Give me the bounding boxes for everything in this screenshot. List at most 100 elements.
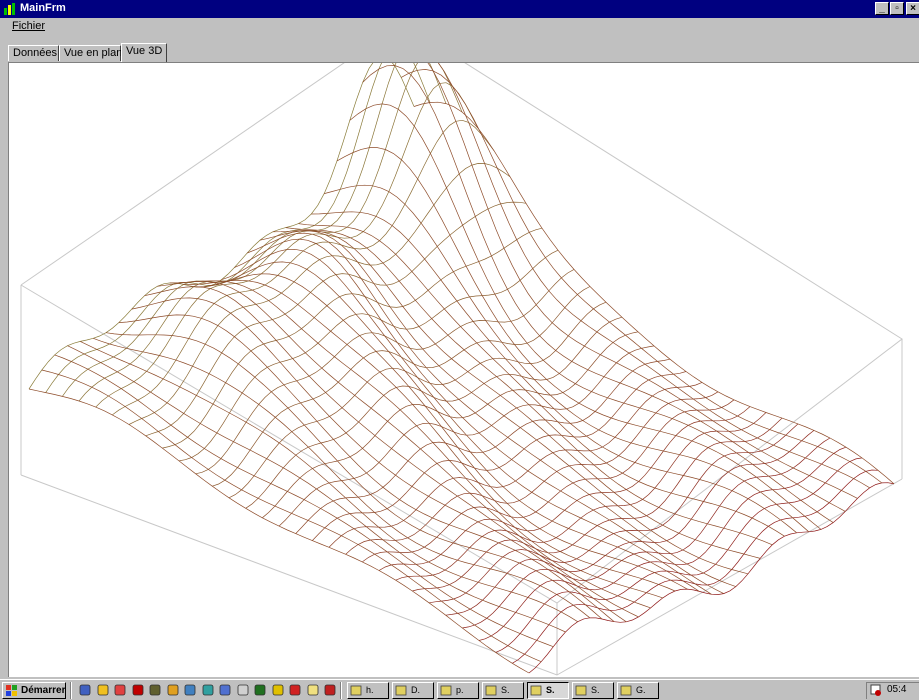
- task-button[interactable]: h.: [347, 682, 389, 699]
- folder-icon: [485, 685, 497, 696]
- mesh-line: [80, 341, 578, 622]
- task-label: G.: [636, 685, 646, 695]
- window-title: MainFrm: [20, 2, 66, 14]
- mesh-line: [54, 354, 554, 648]
- start-button[interactable]: Démarrer: [2, 682, 66, 699]
- tool-icon: [575, 685, 587, 696]
- app-icon: [395, 685, 407, 696]
- terrain-mesh[interactable]: [9, 63, 919, 677]
- mesh-line: [67, 345, 566, 633]
- start-label: Démarrer: [21, 685, 66, 696]
- task-label: S.: [591, 685, 600, 695]
- mesh-line: [28, 388, 530, 674]
- scheduler-icon[interactable]: [870, 684, 882, 696]
- apple-icon[interactable]: [288, 683, 302, 697]
- mesh-line: [105, 332, 603, 620]
- task-label: h.: [366, 685, 374, 695]
- red-cross-icon[interactable]: [131, 683, 145, 697]
- close-button[interactable]: ×: [906, 2, 919, 15]
- brush-icon[interactable]: [113, 683, 127, 697]
- mesh-line: [437, 63, 870, 489]
- document-icon: [350, 685, 362, 696]
- title-bar: MainFrm _ ▫ ×: [0, 0, 919, 18]
- mesh-line: [528, 482, 895, 674]
- bounding-box: [20, 63, 903, 676]
- mesh-line: [118, 314, 615, 622]
- task-button[interactable]: p.: [437, 682, 479, 699]
- task-button[interactable]: D.: [392, 682, 434, 699]
- mesh-line: [170, 280, 663, 599]
- taskbar-separator: [340, 682, 342, 699]
- task-label: S.: [546, 685, 555, 695]
- tab-donnees[interactable]: Données: [8, 45, 59, 61]
- taskbar-separator: [70, 682, 72, 699]
- taskbar: Démarrer h. D. p. S. S. S. G. 05:4: [0, 679, 919, 700]
- mesh-line: [401, 69, 883, 484]
- mesh-line: [395, 412, 767, 581]
- windows-flag-icon: [6, 685, 17, 696]
- pen-icon[interactable]: [78, 683, 92, 697]
- mesh-line: [478, 446, 847, 641]
- task-button[interactable]: G.: [617, 682, 659, 699]
- mesh-line: [378, 406, 751, 571]
- mesh-line: [157, 281, 651, 609]
- mesh-line: [362, 65, 846, 512]
- system-tray: 05:4: [866, 682, 919, 699]
- task-button[interactable]: S.: [527, 682, 569, 699]
- pencil-icon[interactable]: [96, 683, 110, 697]
- chart-icon[interactable]: [183, 683, 197, 697]
- mesh-line: [144, 286, 639, 618]
- mesh-line: [362, 399, 735, 563]
- mesh-lines: [28, 63, 895, 674]
- mesh-line: [95, 82, 479, 408]
- 3d-view-canvas[interactable]: [8, 62, 919, 677]
- mesh-line: [195, 273, 688, 590]
- mesh-line: [427, 63, 858, 499]
- clock: 05:4: [887, 684, 907, 695]
- tab-strip: Données Vue en plan Vue 3D: [0, 40, 919, 62]
- mesh-line: [208, 261, 700, 592]
- network-icon[interactable]: [201, 683, 215, 697]
- menu-fichier[interactable]: Fichier: [12, 20, 46, 32]
- mesh-line: [324, 184, 810, 533]
- mesh-line: [131, 297, 627, 623]
- mesh-line: [413, 101, 895, 485]
- smiley-icon[interactable]: [271, 683, 285, 697]
- mesh-line: [162, 227, 543, 449]
- mesh-line: [272, 230, 761, 559]
- tree-icon[interactable]: [253, 683, 267, 697]
- globe-icon[interactable]: [218, 683, 232, 697]
- tab-vue-en-plan[interactable]: Vue en plan: [59, 45, 122, 61]
- mesh-line: [311, 211, 797, 534]
- task-label: p.: [456, 685, 464, 695]
- mesh-line: [228, 301, 607, 499]
- mesh-line: [298, 223, 785, 537]
- task-label: D.: [411, 685, 420, 695]
- mesh-line: [93, 337, 591, 619]
- app-icon[interactable]: [3, 2, 17, 16]
- mesh-line: [247, 232, 736, 587]
- folder-icon: [440, 685, 452, 696]
- mesh-line: [428, 423, 799, 604]
- mesh-line: [259, 230, 749, 575]
- document-icon[interactable]: [236, 683, 250, 697]
- photo-icon[interactable]: [148, 683, 162, 697]
- minimize-button[interactable]: _: [875, 2, 889, 15]
- folder-icon[interactable]: [306, 683, 320, 697]
- wand-icon[interactable]: [166, 683, 180, 697]
- task-button[interactable]: S.: [482, 682, 524, 699]
- mesh-line: [349, 103, 834, 523]
- mesh-line: [41, 369, 542, 663]
- maximize-button[interactable]: ▫: [890, 2, 904, 15]
- app-icon: [530, 685, 542, 696]
- mesh-line: [336, 147, 822, 530]
- mesh-line: [234, 238, 724, 594]
- record-icon[interactable]: [323, 683, 337, 697]
- tab-vue-3d[interactable]: Vue 3D: [121, 43, 167, 62]
- task-label: S.: [501, 685, 510, 695]
- mesh-line: [28, 63, 415, 390]
- mesh-line: [285, 227, 773, 546]
- printer-icon: [620, 685, 632, 696]
- task-button[interactable]: S.: [572, 682, 614, 699]
- mesh-line: [412, 417, 783, 592]
